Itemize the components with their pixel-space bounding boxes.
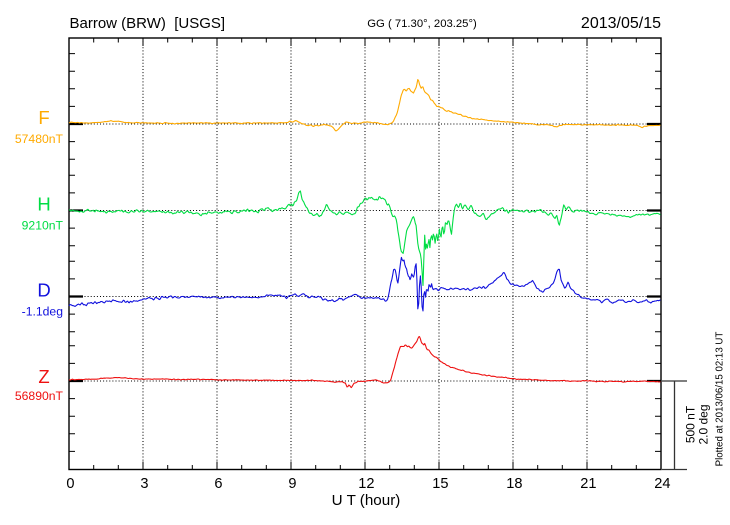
svg-text:Barrow (BRW) [USGS]: Barrow (BRW) [USGS] xyxy=(70,15,226,32)
svg-text:2.0 deg: 2.0 deg xyxy=(697,404,711,444)
svg-text:2013/05/15: 2013/05/15 xyxy=(581,15,661,32)
svg-text:24: 24 xyxy=(654,476,670,492)
svg-text:H: H xyxy=(37,194,50,215)
svg-text:500 nT: 500 nT xyxy=(684,405,698,443)
svg-text:18: 18 xyxy=(506,476,522,492)
svg-text:15: 15 xyxy=(432,476,448,492)
svg-text:9210nT: 9210nT xyxy=(22,219,64,233)
svg-text:21: 21 xyxy=(580,476,596,492)
svg-text:57480nT: 57480nT xyxy=(15,132,64,146)
svg-text:Z: Z xyxy=(38,366,49,387)
svg-text:0: 0 xyxy=(66,476,74,492)
svg-text:3: 3 xyxy=(140,476,148,492)
svg-text:56890nT: 56890nT xyxy=(15,389,64,403)
svg-text:D: D xyxy=(37,280,50,301)
svg-text:U T (hour): U T (hour) xyxy=(332,492,401,509)
svg-text:GG ( 71.30°, 203.25°): GG ( 71.30°, 203.25°) xyxy=(367,18,477,30)
svg-text:12: 12 xyxy=(358,476,374,492)
svg-text:F: F xyxy=(38,107,49,128)
svg-text:9: 9 xyxy=(288,476,296,492)
svg-text:Plotted at 2013/06/15 02:13 UT: Plotted at 2013/06/15 02:13 UT xyxy=(715,332,726,467)
svg-text:6: 6 xyxy=(214,476,222,492)
svg-text:-1.1deg: -1.1deg xyxy=(22,305,63,319)
